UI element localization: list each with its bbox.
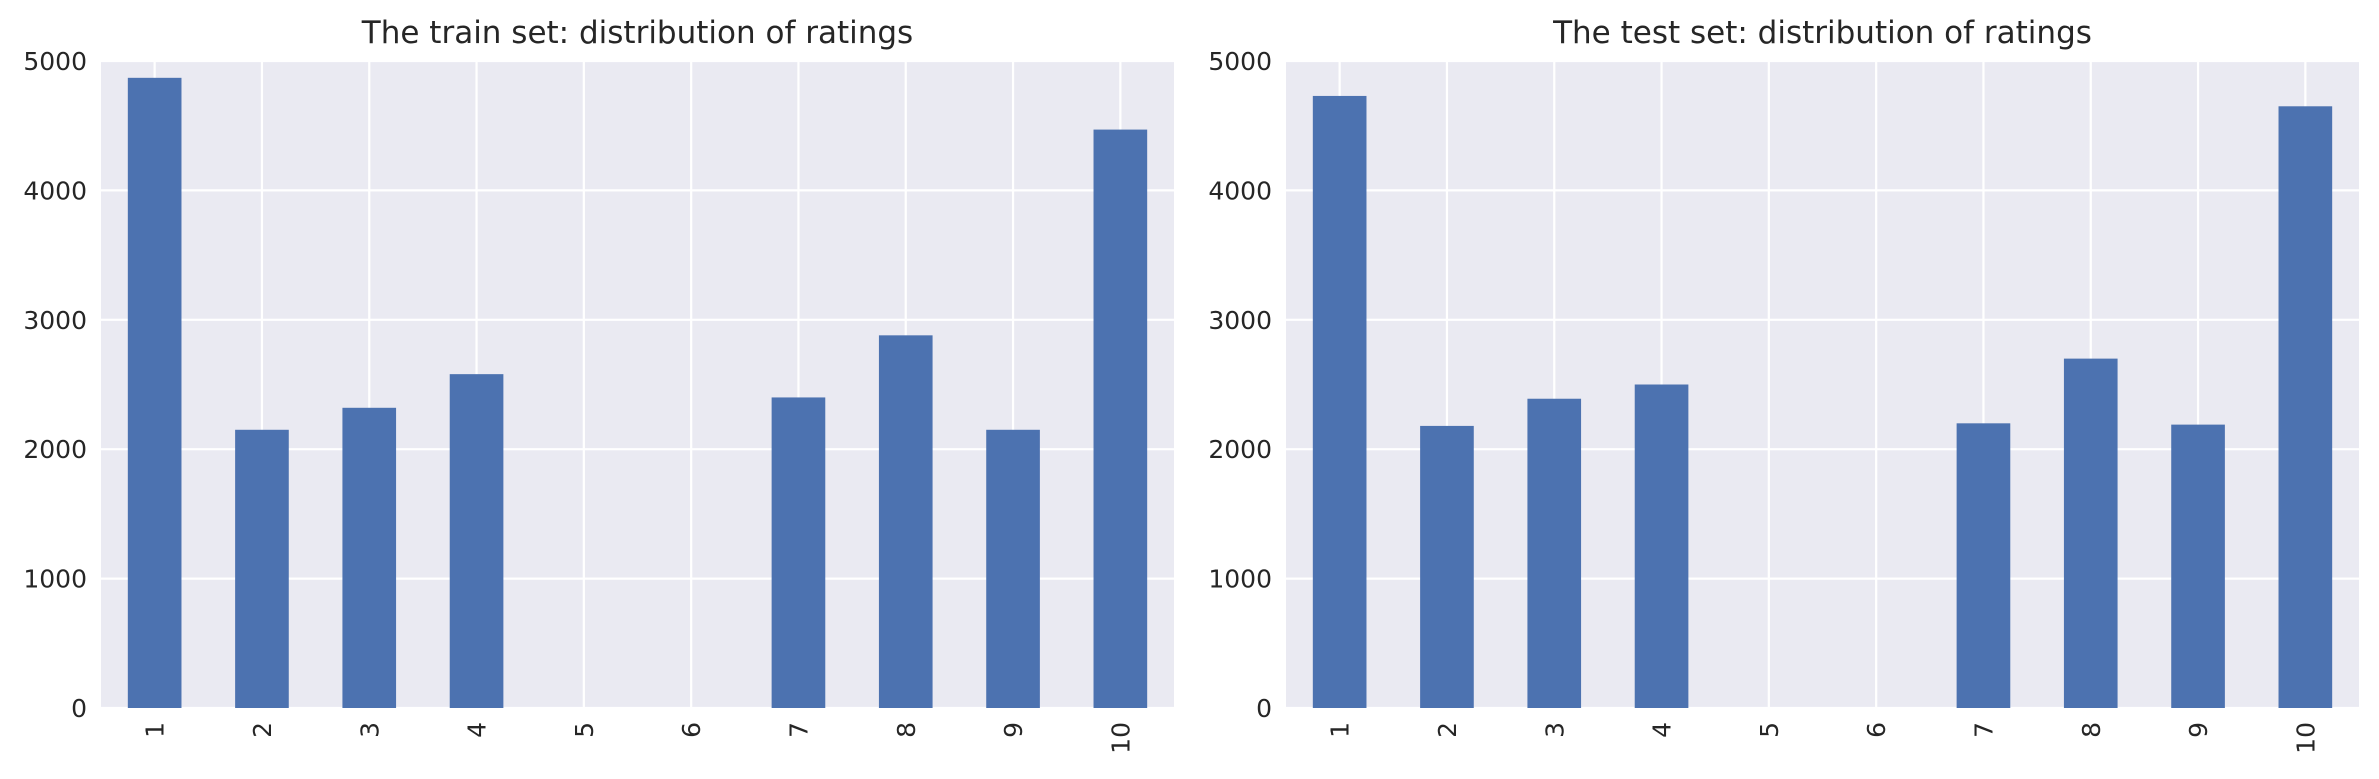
test-bar-1 bbox=[1312, 95, 1367, 709]
test-ytick-label: 2000 bbox=[1208, 435, 1272, 464]
test-bar-4 bbox=[1634, 384, 1689, 708]
train-ytick-label: 0 bbox=[71, 694, 87, 723]
test-xtick-label: 7 bbox=[1969, 722, 1998, 738]
test-ytick-label: 1000 bbox=[1208, 565, 1272, 594]
train-xtick-label: 8 bbox=[892, 722, 921, 738]
test-bar-2 bbox=[1420, 425, 1474, 708]
train-bars bbox=[127, 77, 1148, 708]
test-xtick-label: 4 bbox=[1648, 722, 1677, 738]
train-chart: 0 1000 2000 3000 4000 5000 1 2 3 4 5 6 7 8 9 10 The tr… bbox=[23, 15, 1174, 754]
train-bar-2 bbox=[235, 429, 289, 708]
train-ytick-label: 1000 bbox=[23, 565, 87, 594]
train-ytick-label: 5000 bbox=[23, 47, 87, 76]
train-bar-9 bbox=[986, 429, 1040, 708]
train-ytick-label: 4000 bbox=[23, 176, 87, 205]
test-chart-title: The test set: distribution of ratings bbox=[1552, 15, 2092, 51]
train-bar-7 bbox=[771, 397, 826, 708]
test-bar-9 bbox=[2171, 424, 2225, 708]
test-ytick-label: 3000 bbox=[1208, 306, 1272, 335]
train-xtick-label: 6 bbox=[677, 722, 706, 738]
train-xtick-label: 7 bbox=[784, 722, 813, 738]
test-bar-3 bbox=[1527, 398, 1582, 708]
train-y-axis: 0 1000 2000 3000 4000 5000 bbox=[23, 47, 87, 723]
test-xtick-label: 1 bbox=[1326, 722, 1355, 738]
test-x-axis: 1 2 3 4 5 6 7 8 9 10 bbox=[1326, 722, 2321, 754]
train-x-axis: 1 2 3 4 5 6 7 8 9 10 bbox=[141, 722, 1136, 754]
test-y-axis: 0 1000 2000 3000 4000 5000 bbox=[1208, 47, 1272, 723]
train-bar-4 bbox=[449, 374, 504, 708]
test-xtick-label: 5 bbox=[1755, 722, 1784, 738]
test-xtick-label: 2 bbox=[1433, 722, 1462, 738]
train-ytick-label: 3000 bbox=[23, 306, 87, 335]
test-bars bbox=[1312, 95, 2333, 709]
test-xtick-label: 9 bbox=[2184, 722, 2213, 738]
test-bar-10 bbox=[2278, 106, 2333, 709]
train-bar-10 bbox=[1093, 129, 1148, 708]
train-ytick-label: 2000 bbox=[23, 435, 87, 464]
test-bar-8 bbox=[2063, 358, 2118, 708]
test-bar-7 bbox=[1956, 423, 2011, 708]
test-ytick-label: 5000 bbox=[1208, 47, 1272, 76]
train-xtick-label: 3 bbox=[355, 722, 384, 738]
train-xtick-label: 10 bbox=[1106, 722, 1135, 754]
test-ytick-label: 0 bbox=[1256, 694, 1272, 723]
train-chart-title: The train set: distribution of ratings bbox=[361, 15, 913, 51]
train-xtick-label: 2 bbox=[248, 722, 277, 738]
train-xtick-label: 9 bbox=[999, 722, 1028, 738]
test-xtick-label: 8 bbox=[2077, 722, 2106, 738]
test-xtick-label: 10 bbox=[2291, 722, 2320, 754]
test-xtick-label: 3 bbox=[1540, 722, 1569, 738]
train-bar-8 bbox=[878, 335, 933, 708]
train-bar-3 bbox=[342, 407, 397, 708]
train-xtick-label: 5 bbox=[570, 722, 599, 738]
test-ytick-label: 4000 bbox=[1208, 176, 1272, 205]
test-chart: 0 1000 2000 3000 4000 5000 1 2 3 4 5 6 7 8 9 10 The te… bbox=[1208, 15, 2359, 754]
test-xtick-label: 6 bbox=[1862, 722, 1891, 738]
train-xtick-label: 1 bbox=[141, 722, 170, 738]
train-xtick-label: 4 bbox=[463, 722, 492, 738]
train-bar-1 bbox=[127, 77, 182, 708]
